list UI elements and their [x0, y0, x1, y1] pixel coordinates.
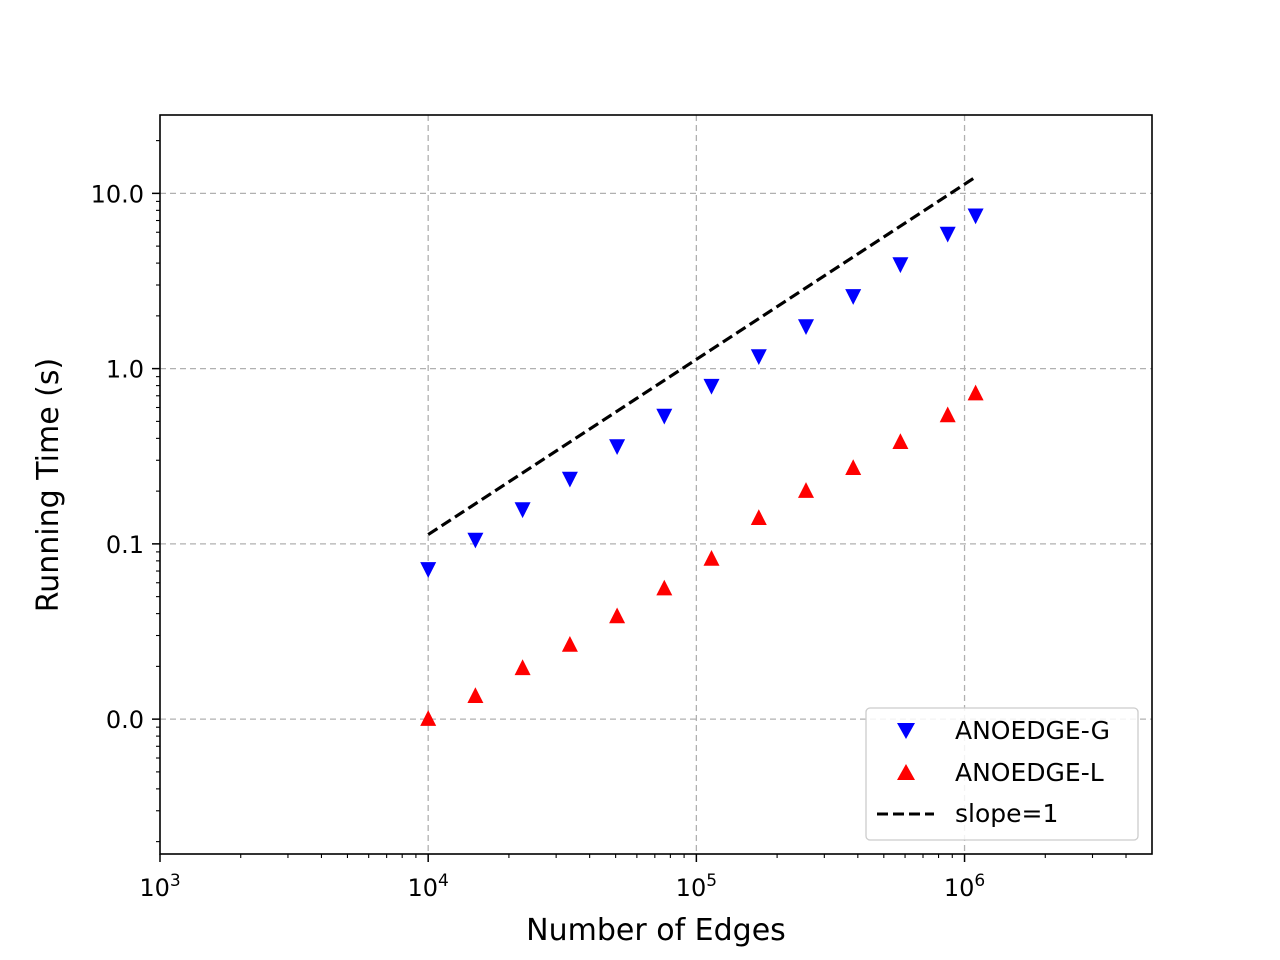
x-tick-label: 104: [407, 871, 448, 902]
data-point-anoedge-g: [656, 408, 673, 425]
data-point-anoedge-g: [892, 257, 909, 274]
reference-line-slope: [427, 175, 977, 536]
x-tick-label-base: 10: [407, 874, 438, 902]
data-point-anoedge-g: [845, 289, 862, 305]
data-point-anoedge-g: [561, 471, 578, 488]
x-tick-label: 105: [676, 871, 717, 902]
data-point-anoedge-l: [609, 607, 626, 624]
data-point-anoedge-l: [561, 636, 578, 652]
data-point-anoedge-l: [656, 579, 673, 596]
y-axis-label: Running Time (s): [31, 358, 66, 612]
y-tick-label: 0.1: [106, 531, 144, 559]
data-point-anoedge-l: [420, 710, 437, 726]
data-point-anoedge-g: [703, 378, 720, 395]
data-point-anoedge-g: [939, 226, 956, 243]
data-point-anoedge-g: [420, 562, 437, 578]
data-point-anoedge-l: [892, 433, 909, 449]
data-point-anoedge-l: [514, 659, 531, 676]
data-point-anoedge-g: [467, 532, 484, 549]
data-point-anoedge-l: [845, 459, 862, 475]
data-marks: [420, 175, 984, 726]
x-tick-label-exponent: 3: [170, 871, 181, 891]
data-point-anoedge-l: [967, 384, 984, 401]
data-point-anoedge-g: [967, 208, 984, 225]
plot-frame: [159, 114, 1153, 855]
y-tick-label: 0.0: [106, 706, 144, 734]
legend-marker-anoedge-g: [897, 723, 915, 739]
y-tick-label: 1.0: [106, 356, 144, 384]
x-tick-label-base: 10: [139, 874, 170, 902]
x-tick-label-exponent: 5: [706, 871, 717, 891]
x-tick-label: 106: [944, 871, 985, 902]
grid: [160, 115, 1152, 854]
x-tick-label: 103: [139, 871, 180, 902]
data-point-anoedge-l: [798, 482, 814, 498]
data-point-anoedge-g: [750, 349, 767, 365]
data-point-anoedge-l: [750, 509, 767, 525]
x-tick-label-exponent: 4: [438, 871, 449, 891]
legend-box: [865, 707, 1139, 841]
legend-marker-anoedge-l: [897, 764, 915, 780]
legend: ANOEDGE-G ANOEDGE-L slope=1: [865, 707, 1139, 841]
data-point-anoedge-g: [514, 502, 531, 519]
x-tick-label-base: 10: [944, 874, 975, 902]
data-point-anoedge-l: [703, 550, 720, 566]
x-tick-label-base: 10: [676, 874, 707, 902]
data-point-anoedge-l: [939, 406, 956, 423]
data-point-anoedge-l: [467, 687, 484, 703]
x-tick-label-exponent: 6: [974, 871, 985, 891]
legend-label-anoedge-g: ANOEDGE-G: [955, 716, 1110, 745]
data-point-anoedge-g: [609, 439, 626, 455]
y-tick-label: 10.0: [91, 180, 144, 208]
legend-label-anoedge-l: ANOEDGE-L: [955, 758, 1104, 787]
data-point-anoedge-g: [798, 319, 814, 335]
legend-label-slope: slope=1: [955, 799, 1058, 828]
x-axis-label: Number of Edges: [526, 913, 786, 948]
